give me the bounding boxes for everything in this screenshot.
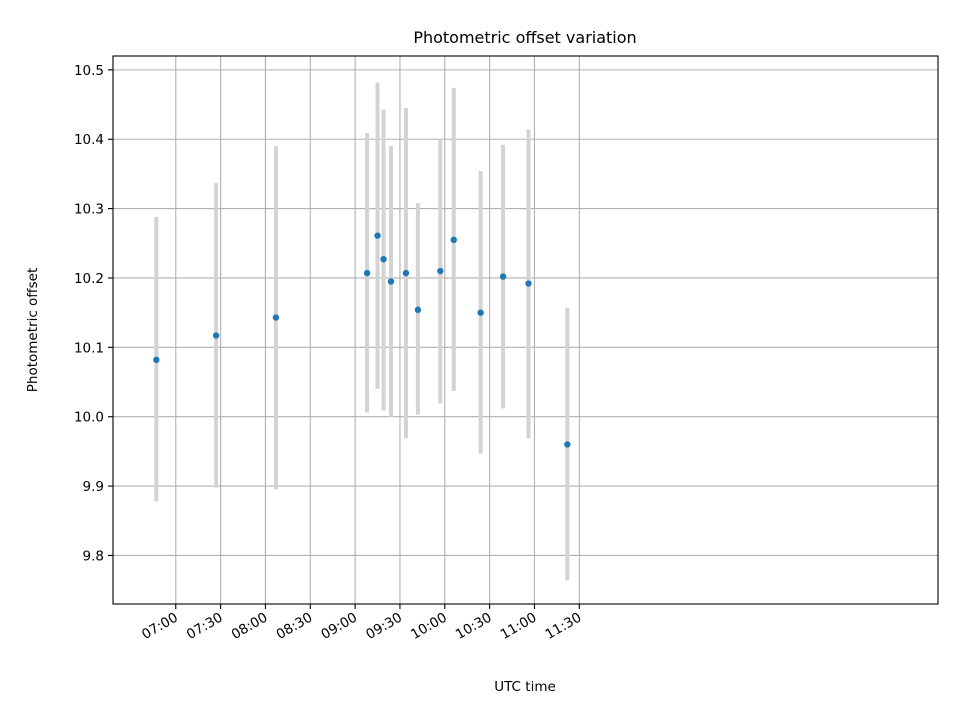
- error-bars: [154, 82, 570, 581]
- data-point: [414, 306, 422, 314]
- data-point: [374, 232, 381, 239]
- y-tick-label: 10.3: [74, 202, 104, 218]
- x-tick-label: 07:30: [184, 610, 226, 643]
- x-tick-label: 10:00: [408, 610, 450, 643]
- x-tick-label: 07:00: [139, 610, 181, 643]
- data-points: [153, 232, 571, 448]
- y-axis-label: Photometric offset: [25, 268, 41, 392]
- x-axis-label: UTC time: [494, 679, 556, 695]
- data-point: [402, 269, 410, 277]
- y-tick-label: 10.0: [74, 410, 104, 426]
- data-point: [380, 256, 387, 263]
- x-tick-label: 08:30: [274, 610, 316, 643]
- x-tick-label: 11:00: [498, 610, 540, 643]
- data-point: [363, 269, 371, 277]
- data-point: [272, 314, 280, 321]
- data-point: [499, 273, 507, 280]
- chart-title: Photometric offset variation: [413, 28, 636, 47]
- data-point: [437, 267, 444, 275]
- x-tick-label: 08:00: [229, 610, 271, 643]
- x-tick-label: 10:30: [453, 610, 495, 643]
- data-point: [153, 356, 160, 364]
- data-point: [450, 236, 457, 244]
- y-tick-label: 9.8: [83, 548, 104, 564]
- y-tick-label: 9.9: [83, 479, 104, 495]
- data-point: [564, 441, 571, 448]
- axis-ticks: [108, 69, 580, 609]
- plot-frame: [112, 55, 939, 605]
- y-tick-label: 10.2: [74, 271, 104, 287]
- x-tick-label: 09:30: [363, 610, 405, 643]
- grid-lines: [113, 56, 938, 604]
- x-tick-label: 09:00: [318, 610, 360, 643]
- data-point: [212, 332, 220, 339]
- x-tick-label: 11:30: [543, 610, 585, 643]
- data-point: [525, 280, 532, 287]
- y-tick-label: 10.1: [74, 340, 104, 356]
- y-tick-label: 10.5: [74, 63, 104, 79]
- y-tick-label: 10.4: [74, 132, 104, 148]
- data-point: [477, 309, 484, 316]
- data-point: [387, 278, 395, 285]
